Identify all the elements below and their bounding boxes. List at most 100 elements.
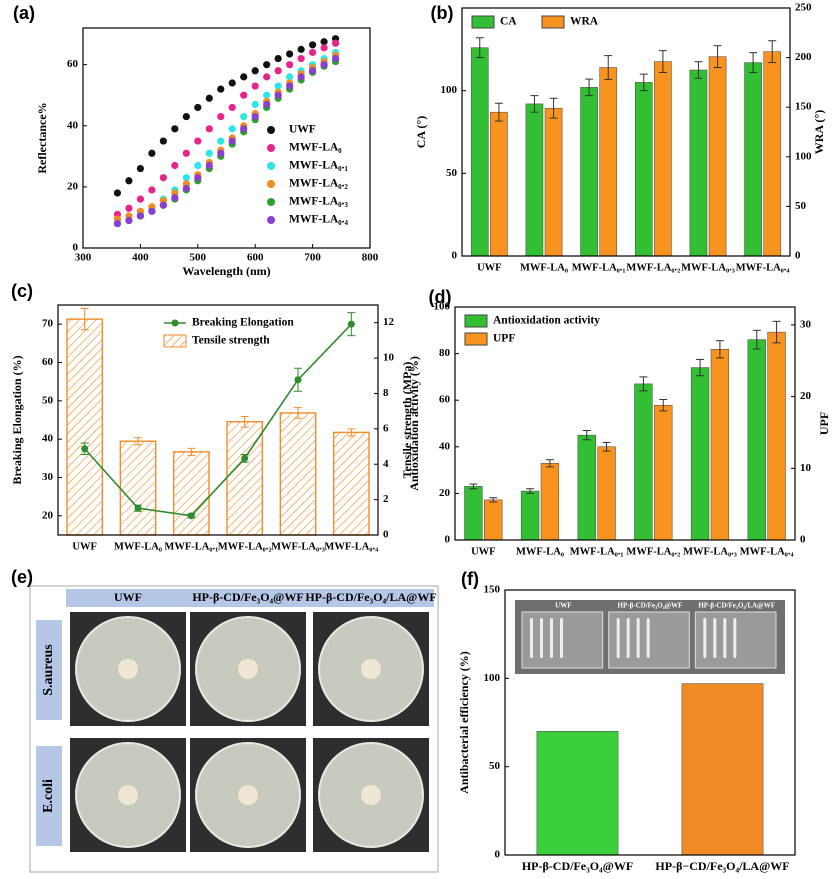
data-point — [251, 113, 259, 121]
data-point — [240, 125, 248, 133]
bar — [577, 434, 596, 541]
streak — [703, 618, 707, 658]
data-point — [113, 219, 122, 228]
legend-label: MWF-LA₀.₃ — [289, 196, 349, 208]
bar — [119, 440, 157, 536]
data-point — [263, 73, 271, 81]
line — [84, 323, 352, 517]
plot-frame — [454, 306, 796, 541]
data-point — [320, 61, 328, 69]
legend-swatch — [471, 15, 495, 29]
y-axis-label: Antibacterial efficiency (%) — [457, 651, 471, 794]
legend-label: Tensile strength — [192, 335, 270, 347]
streak — [723, 618, 727, 658]
data-point — [205, 125, 213, 133]
y-tick-label: 40 — [67, 119, 79, 131]
data-point — [182, 149, 190, 157]
column-header: HP-β-CD/Fe₃O₄/LA@WF — [305, 590, 436, 604]
data-point — [182, 174, 190, 182]
data-point — [205, 149, 213, 157]
bar — [763, 51, 782, 257]
x-tick-label: HP-β-CD/Fe₃O₄@WF — [522, 859, 633, 873]
x-tick-label: MWF-LA₀.₂ — [218, 541, 272, 552]
data-point — [171, 193, 179, 202]
plot-frame — [461, 7, 791, 257]
bar — [747, 339, 766, 541]
y-tick-label: 150 — [484, 584, 501, 596]
legend-label: UWF — [289, 124, 316, 136]
x-tick-label: MWF-LA₀.₄ — [740, 546, 795, 557]
bar — [66, 318, 104, 536]
data-point — [297, 54, 305, 63]
data-point — [263, 61, 271, 69]
data-point — [320, 44, 328, 52]
sample-disc — [118, 659, 138, 679]
panel-label: (c) — [11, 281, 33, 301]
sample-disc — [238, 785, 258, 805]
legend-swatch — [464, 332, 488, 346]
plot-frame — [504, 589, 796, 856]
data-point — [217, 113, 225, 121]
legend-label: UPF — [493, 333, 515, 345]
x-tick-label: MWF-LA₀.₁ — [164, 541, 218, 552]
panel-label: (e) — [11, 567, 33, 587]
bar — [544, 107, 563, 257]
bar — [470, 47, 489, 257]
y2-tick-label: 6 — [383, 422, 389, 434]
data-point — [148, 207, 156, 215]
sample-disc — [238, 659, 258, 679]
plot-frame — [82, 27, 371, 249]
x-tick-label: 300 — [75, 252, 92, 264]
y-tick-label: 50 — [42, 394, 54, 406]
y2-tick-label: 0 — [383, 529, 389, 541]
bar — [520, 490, 540, 541]
x-tick-label: MWF-LA₀ — [114, 541, 162, 552]
x-tick-label: 800 — [362, 252, 379, 264]
x-tick-label: MWF-LA₀.₄ — [324, 541, 379, 552]
y-tick-label: 70 — [42, 318, 54, 330]
y-tick-label: 60 — [67, 58, 79, 70]
data-point — [263, 91, 271, 99]
bar — [332, 431, 370, 536]
data-point — [274, 67, 282, 75]
plot-frame — [57, 304, 379, 536]
x-tick-label: 700 — [304, 252, 321, 264]
y-tick-label: 0 — [445, 534, 451, 546]
y-tick-label: 80 — [439, 347, 451, 359]
data-point — [297, 45, 305, 53]
bar — [540, 463, 560, 541]
y2-tick-label: 250 — [795, 2, 812, 14]
data-point — [194, 103, 202, 112]
data-point — [159, 137, 167, 145]
data-point — [217, 85, 225, 93]
bar — [689, 69, 708, 257]
data-point — [182, 184, 190, 193]
x-tick-label: UWF — [72, 541, 97, 552]
x-tick-label: MWF-LA₀ — [520, 262, 568, 273]
legend-marker — [267, 198, 275, 206]
data-point — [217, 137, 225, 145]
y2-tick-label: 4 — [383, 458, 389, 470]
legend-marker — [267, 162, 275, 170]
y-tick-label: 0 — [452, 250, 458, 262]
bar — [654, 404, 673, 541]
data-point — [171, 161, 179, 170]
streak — [636, 618, 640, 658]
y-tick-label: 20 — [67, 180, 79, 192]
x-tick-label: MWF-LA₀.₃ — [683, 546, 737, 557]
sample-disc — [361, 659, 381, 679]
bar — [690, 367, 710, 541]
y2-axis-label: UPF — [817, 412, 831, 435]
data-point — [240, 113, 248, 121]
data-point — [205, 94, 213, 102]
y-tick-label: 100 — [434, 301, 451, 313]
x-tick-label: UWF — [477, 262, 502, 273]
sample-disc — [361, 785, 381, 805]
line-marker — [294, 376, 302, 384]
y-axis-label: Antioxidation activity (%) — [407, 356, 421, 491]
data-point — [228, 79, 236, 87]
y-tick-label: 60 — [42, 356, 54, 368]
x-tick-label: HP-β−CD/Fe₃O₄/LA@WF — [655, 859, 789, 873]
x-tick-label: MWF-LA₀.₂ — [626, 546, 680, 557]
x-tick-label: MWF-LA₀.₂ — [626, 262, 680, 273]
